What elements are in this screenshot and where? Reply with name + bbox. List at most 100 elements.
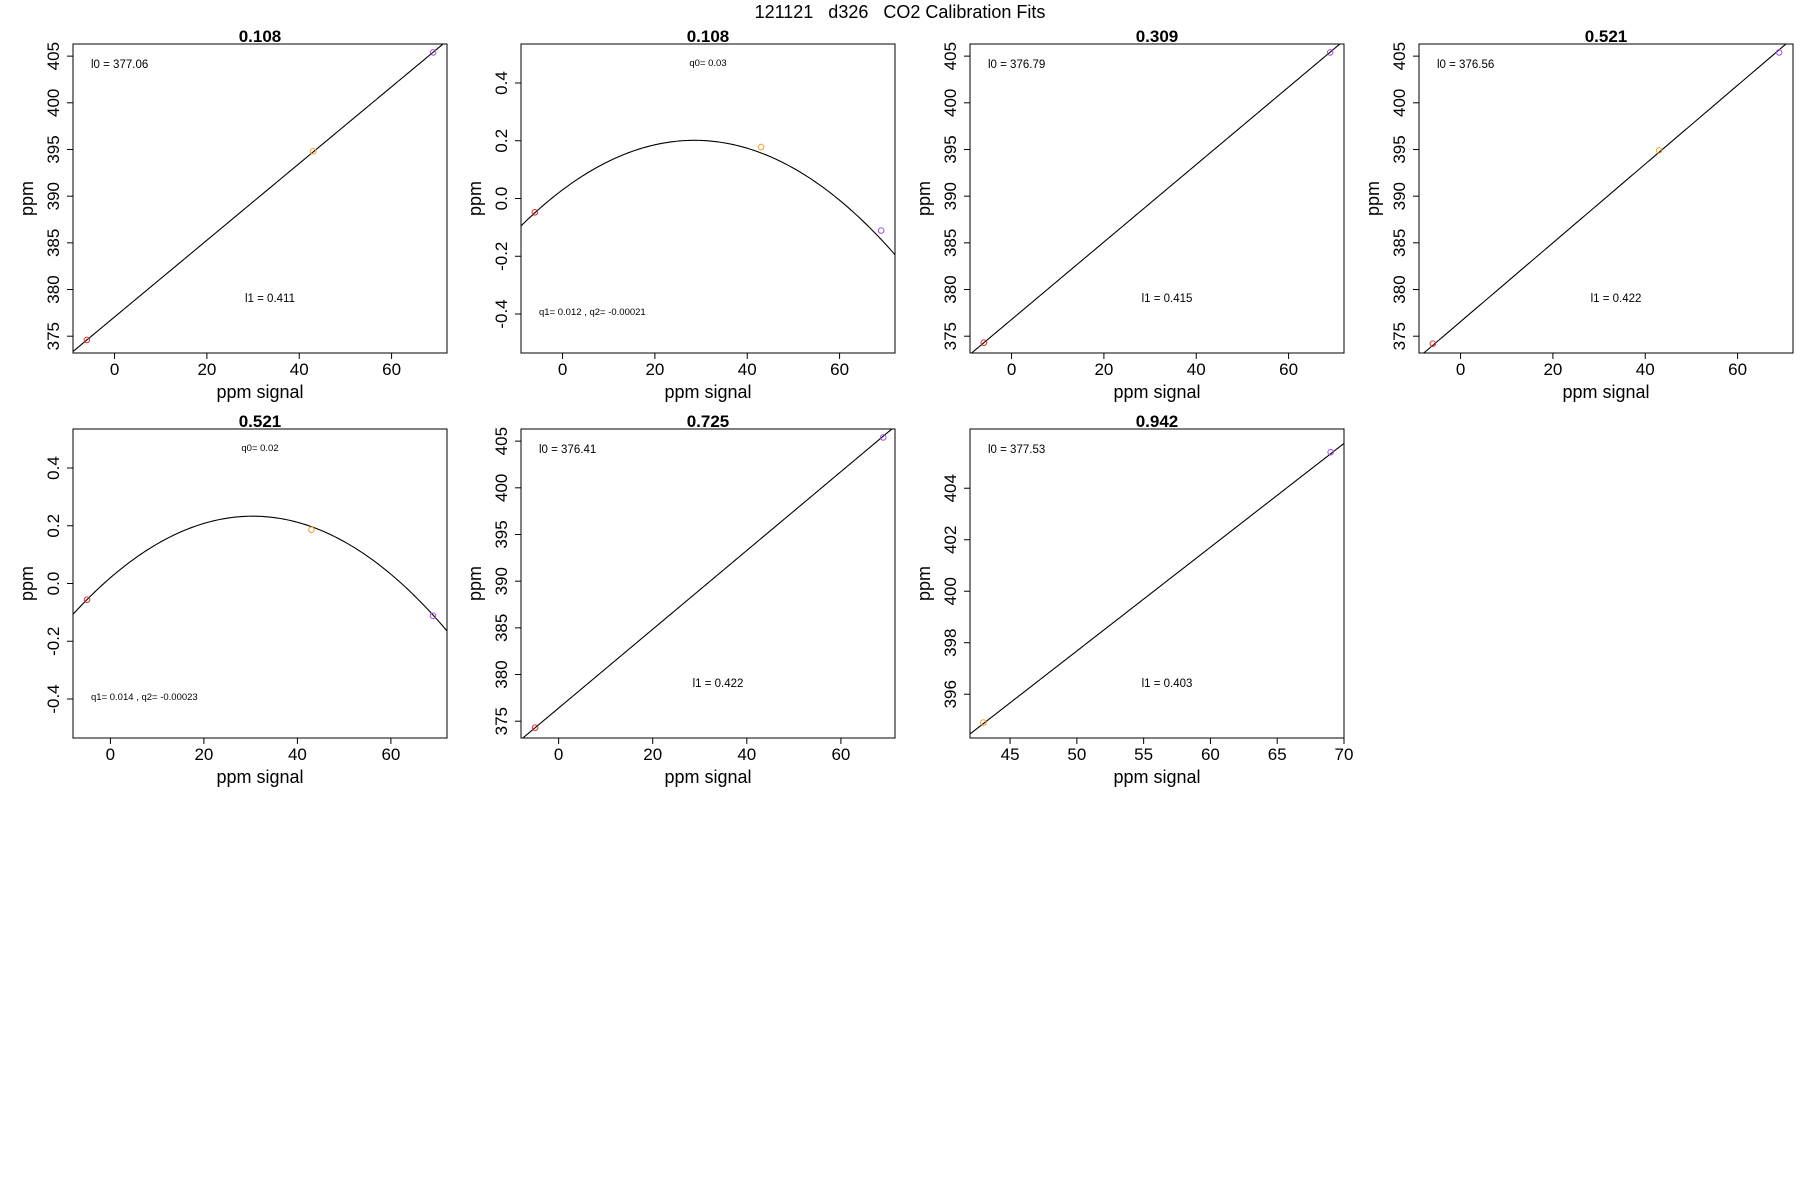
fit-curve bbox=[73, 515, 447, 632]
fit-annotation: q1= 0.014 , q2= -0.00023 bbox=[91, 692, 198, 703]
data-point bbox=[879, 434, 887, 441]
y-axis-label: ppm bbox=[17, 566, 37, 601]
fit-annotation: l1 = 0.415 bbox=[1142, 293, 1193, 305]
y-tick-label: 405 bbox=[44, 42, 63, 70]
plot-title: 0.521 bbox=[1585, 27, 1628, 46]
plot-title: 0.108 bbox=[239, 27, 282, 46]
data-point bbox=[531, 209, 539, 216]
plot-panel-1: 0.108 0 20 40 60 375 380 385 390 395 400 405 ppm sig… bbox=[17, 27, 448, 402]
fit-annotation: l1 = 0.411 bbox=[245, 293, 295, 305]
data-point bbox=[531, 724, 539, 732]
x-tick-label: 40 bbox=[737, 745, 756, 764]
fit-annotation: l0 = 376.56 bbox=[1437, 59, 1494, 71]
x-tick-label: 0 bbox=[106, 745, 115, 764]
x-tick-label: 60 bbox=[830, 360, 849, 379]
fit-annotation: l1 = 0.422 bbox=[693, 678, 744, 690]
y-tick-label: 390 bbox=[941, 182, 960, 210]
y-tick-label: 405 bbox=[941, 42, 960, 70]
figure-title: 121121 d326 CO2 Calibration Fits bbox=[754, 2, 1046, 22]
x-axis-label: ppm signal bbox=[664, 767, 751, 787]
y-tick-label: 385 bbox=[1390, 229, 1409, 257]
data-point bbox=[877, 227, 885, 234]
x-axis-label: ppm signal bbox=[216, 767, 303, 787]
data-point bbox=[1429, 340, 1437, 347]
x-tick-label: 0 bbox=[1456, 360, 1465, 379]
x-tick-label: 60 bbox=[1728, 360, 1747, 379]
y-tick-label: 375 bbox=[492, 707, 511, 735]
y-tick-label: 390 bbox=[492, 567, 511, 595]
y-tick-label: 395 bbox=[44, 135, 63, 163]
x-tick-label: 20 bbox=[194, 745, 213, 764]
plot-frame bbox=[72, 43, 448, 354]
x-tick-label: 0 bbox=[1007, 360, 1016, 379]
y-tick-label: 400 bbox=[941, 89, 960, 117]
y-tick-label: 395 bbox=[1390, 135, 1409, 163]
fit-curve bbox=[521, 429, 893, 738]
data-point bbox=[1327, 448, 1334, 456]
x-tick-label: 60 bbox=[831, 745, 850, 764]
y-tick-label: 375 bbox=[941, 322, 960, 350]
y-tick-label: 404 bbox=[941, 474, 960, 502]
y-tick-label: 0.4 bbox=[44, 456, 63, 480]
fit-annotation: l1 = 0.403 bbox=[1142, 678, 1193, 690]
x-tick-label: 0 bbox=[554, 745, 563, 764]
plot-title: 0.108 bbox=[687, 27, 730, 46]
y-tick-label: 380 bbox=[44, 275, 63, 303]
x-tick-label: 60 bbox=[1201, 745, 1220, 764]
y-tick-label: 0.2 bbox=[492, 129, 511, 153]
y-tick-label: 402 bbox=[941, 526, 960, 554]
data-point bbox=[308, 526, 315, 534]
y-tick-label: 405 bbox=[1390, 42, 1409, 70]
fit-curve bbox=[1422, 44, 1787, 353]
x-tick-label: 20 bbox=[1094, 360, 1113, 379]
fit-curve bbox=[970, 44, 1341, 353]
x-tick-label: 60 bbox=[382, 360, 401, 379]
x-tick-label: 60 bbox=[381, 745, 400, 764]
x-tick-label: 0 bbox=[110, 360, 119, 379]
fit-annotation: l0 = 377.53 bbox=[988, 444, 1045, 456]
fit-curve bbox=[970, 442, 1344, 735]
data-point bbox=[429, 49, 437, 56]
x-tick-label: 0 bbox=[558, 360, 567, 379]
x-tick-label: 20 bbox=[643, 745, 662, 764]
y-tick-label: 396 bbox=[941, 680, 960, 708]
x-axis-label: ppm signal bbox=[1113, 382, 1200, 402]
fit-annotation: l0 = 376.41 bbox=[539, 444, 596, 456]
x-tick-label: 50 bbox=[1067, 745, 1086, 764]
y-tick-label: -0.2 bbox=[492, 242, 511, 271]
y-axis-label: ppm bbox=[465, 566, 485, 601]
y-tick-label: 400 bbox=[492, 474, 511, 502]
y-tick-label: 0.0 bbox=[492, 187, 511, 211]
y-tick-label: 0.2 bbox=[44, 514, 63, 538]
data-point bbox=[429, 612, 437, 620]
plot-title: 0.942 bbox=[1136, 412, 1179, 431]
x-tick-label: 40 bbox=[288, 745, 307, 764]
x-tick-label: 40 bbox=[1636, 360, 1655, 379]
plot-title: 0.309 bbox=[1136, 27, 1179, 46]
y-tick-label: -0.4 bbox=[44, 684, 63, 713]
y-tick-label: 385 bbox=[44, 229, 63, 257]
y-tick-label: 385 bbox=[941, 229, 960, 257]
data-point bbox=[83, 596, 91, 603]
plot-frame bbox=[969, 428, 1345, 739]
x-tick-label: 20 bbox=[1543, 360, 1562, 379]
fit-curve bbox=[521, 139, 895, 256]
plot-panel-5: 0.521 0 20 40 60 -0.4 -0.2 0.0 0.2 0.4 ppm signal p… bbox=[17, 412, 448, 787]
x-axis-label: ppm signal bbox=[1113, 767, 1200, 787]
x-tick-label: 40 bbox=[290, 360, 309, 379]
y-tick-label: 375 bbox=[44, 322, 63, 350]
data-point bbox=[1775, 49, 1783, 56]
x-axis-label: ppm signal bbox=[664, 382, 751, 402]
y-tick-label: 395 bbox=[941, 135, 960, 163]
x-tick-label: 45 bbox=[1001, 745, 1020, 764]
plot-panel-2: 0.108 0 20 40 60 -0.4 -0.2 0.0 0.2 0.4 ppm signal p… bbox=[465, 27, 896, 402]
y-tick-label: 0.0 bbox=[44, 572, 63, 596]
y-tick-label: -0.2 bbox=[44, 627, 63, 656]
fit-annotation: q0= 0.02 bbox=[241, 443, 278, 454]
data-point bbox=[757, 143, 765, 151]
x-axis-label: ppm signal bbox=[216, 382, 303, 402]
y-axis-label: ppm bbox=[1363, 181, 1383, 216]
plot-title: 0.725 bbox=[687, 412, 730, 431]
x-tick-label: 20 bbox=[645, 360, 664, 379]
y-tick-label: 400 bbox=[941, 577, 960, 605]
